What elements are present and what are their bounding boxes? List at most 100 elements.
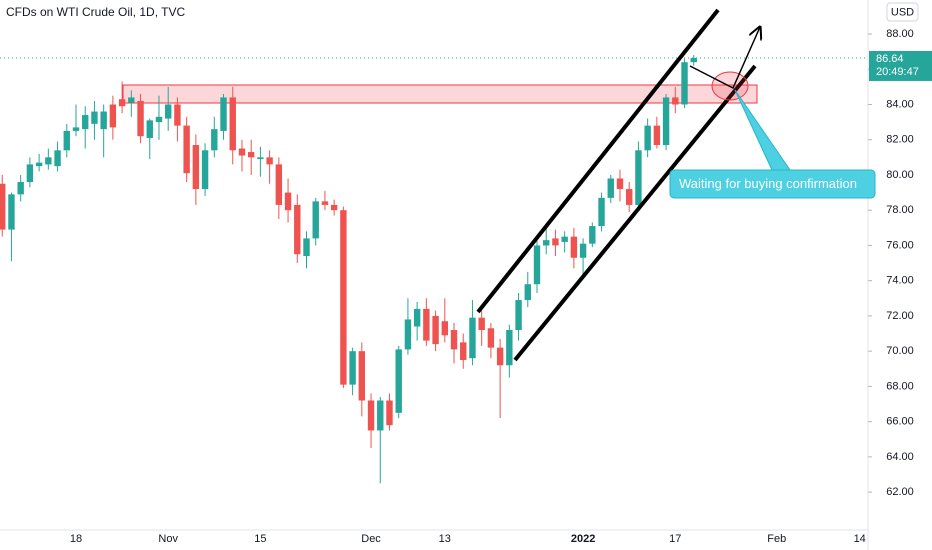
- candle-body: [469, 317, 476, 359]
- candle-body: [100, 111, 107, 130]
- candle-body: [423, 308, 430, 341]
- x-tick-label: 15: [254, 533, 266, 545]
- x-tick-label: Feb: [767, 533, 786, 545]
- candle-body: [377, 400, 384, 431]
- x-tick-label: 2022: [571, 533, 595, 545]
- candle-body: [644, 125, 651, 151]
- candle-body: [460, 342, 467, 360]
- candle-body: [349, 351, 356, 385]
- candle-body: [367, 400, 375, 431]
- candle-body: [552, 238, 559, 246]
- x-tick-label: 17: [669, 533, 681, 545]
- candle-body: [303, 238, 310, 257]
- candle-body: [229, 97, 236, 151]
- candle-body: [220, 97, 227, 131]
- candle-body: [312, 201, 319, 239]
- candle-body: [441, 321, 448, 336]
- y-tick-label: 78.00: [886, 204, 914, 216]
- last-price-box: [869, 50, 932, 81]
- y-tick-label: 66.00: [886, 416, 914, 428]
- candle-body: [413, 308, 421, 327]
- candle-body: [266, 157, 273, 165]
- plot-area: [0, 55, 868, 484]
- candle-body: [155, 116, 163, 123]
- candle-body: [543, 240, 550, 246]
- candle-body: [515, 300, 522, 331]
- candle-body: [183, 125, 190, 174]
- currency: USD: [891, 6, 914, 18]
- candle-body: [257, 157, 264, 160]
- y-tick-label: 76.00: [886, 239, 914, 251]
- candle-body: [0, 183, 6, 230]
- channel-lower: [513, 64, 757, 362]
- candle-body: [294, 204, 301, 255]
- candle-body: [570, 236, 578, 258]
- candle-body: [45, 157, 52, 165]
- candle-body: [653, 125, 661, 146]
- x-tick-label: 18: [70, 533, 82, 545]
- candle-body: [358, 351, 366, 401]
- candle-body: [662, 97, 670, 146]
- candle-body: [8, 194, 15, 230]
- price-axis: [868, 0, 932, 550]
- candle-body: [496, 347, 504, 366]
- candle-body: [635, 150, 642, 205]
- candle-body: [524, 284, 531, 301]
- candle-body: [128, 97, 135, 103]
- candle-body: [487, 328, 495, 348]
- y-tick-label: 64.00: [886, 451, 914, 463]
- channel-upper: [476, 8, 720, 314]
- candle-body: [533, 245, 541, 285]
- candle-body: [404, 319, 412, 350]
- resistance-zone: [122, 84, 758, 104]
- candle-body: [598, 197, 605, 227]
- candle-body: [561, 236, 568, 242]
- y-tick-label: 88.00: [886, 28, 914, 40]
- candle-body: [690, 57, 697, 63]
- candle-body: [626, 189, 633, 205]
- candle-body: [275, 164, 283, 205]
- candle-body: [63, 130, 70, 151]
- x-tick-label: Nov: [158, 533, 178, 545]
- x-tick-label: 13: [439, 533, 451, 545]
- candle-body: [35, 162, 43, 167]
- last-price-label: 86.64: [876, 53, 904, 65]
- candle-body: [201, 150, 209, 190]
- candle-body: [82, 115, 89, 130]
- candle-body: [247, 152, 255, 158]
- currency-box: [886, 2, 919, 22]
- projection-arrow: [689, 27, 760, 90]
- candle-body: [109, 104, 117, 128]
- y-tick-label: 84.00: [886, 98, 914, 110]
- candle-body: [506, 330, 513, 366]
- candle-body: [72, 127, 80, 131]
- countdown: 20:49:47: [876, 66, 919, 78]
- chart-title: CFDs on WTI Crude Oil, 1D, TVC: [6, 5, 185, 19]
- candle-body: [330, 204, 338, 211]
- candle-body: [91, 111, 98, 124]
- candle-body: [137, 100, 144, 137]
- candle-body: [284, 192, 292, 211]
- x-tick-label: 14: [854, 533, 866, 545]
- candle-body: [146, 120, 153, 138]
- y-tick-label: 70.00: [886, 345, 914, 357]
- candle-body: [616, 178, 624, 190]
- callout-box: [669, 169, 876, 199]
- candle-body: [238, 148, 246, 156]
- y-tick-label: 74.00: [886, 275, 914, 287]
- y-tick-label: 68.00: [886, 380, 914, 392]
- candle-body: [395, 349, 402, 413]
- candle-body: [26, 164, 34, 183]
- candle-body: [340, 210, 347, 385]
- candle-body: [589, 226, 596, 244]
- candle-body: [165, 104, 172, 119]
- candle-body: [174, 104, 181, 126]
- candle-body: [478, 317, 485, 331]
- candle-body: [432, 315, 439, 345]
- candle-body: [579, 243, 587, 258]
- candle-body: [681, 62, 688, 105]
- candle-body: [672, 97, 679, 105]
- y-tick-label: 80.00: [886, 169, 914, 181]
